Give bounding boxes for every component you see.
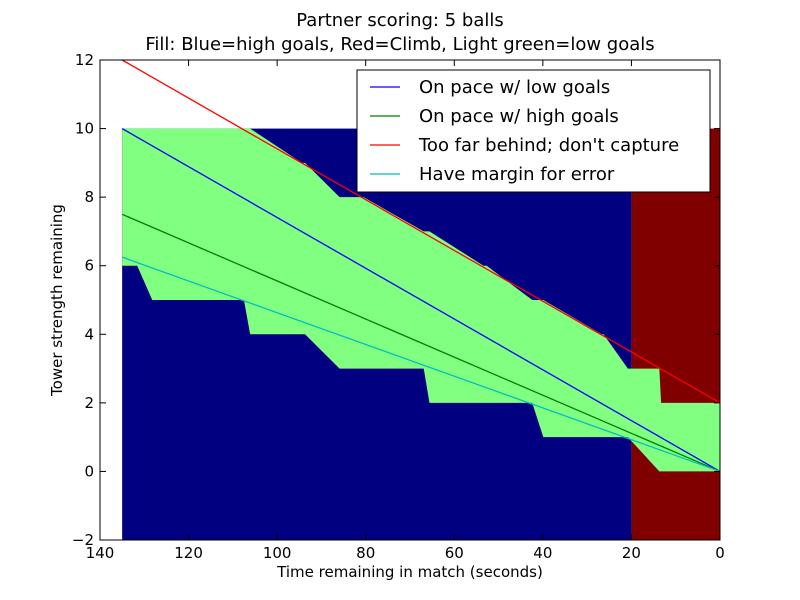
x-tick-label: 100 xyxy=(263,544,292,562)
y-tick-label: 0 xyxy=(84,462,94,480)
x-tick-label: 60 xyxy=(445,544,464,562)
legend: On pace w/ low goals On pace w/ high goal… xyxy=(356,69,711,193)
series-line-1 xyxy=(121,128,721,472)
legend-label-4: Have margin for error xyxy=(419,164,615,185)
x-tick-label: 40 xyxy=(533,544,552,562)
y-tick-label: 4 xyxy=(84,325,94,343)
y-tick-label: −2 xyxy=(72,531,94,549)
y-tick-label: 12 xyxy=(75,51,94,69)
x-tick-label: 120 xyxy=(174,544,203,562)
legend-label-2: On pace w/ high goals xyxy=(419,106,619,127)
fill-region-red xyxy=(631,128,720,541)
series-line-4 xyxy=(121,256,721,473)
chart-subtitle: Fill: Blue=high goals, Red=Climb, Light … xyxy=(145,34,655,55)
series-line-2 xyxy=(121,213,721,473)
y-axis-label: Tower strength remaining xyxy=(48,204,66,397)
ticks-layer: 140 120 100 80 60 40 20 0 −2 0 2 4 6 8 10 12 xyxy=(72,51,725,562)
x-tick-label: 20 xyxy=(622,544,641,562)
legend-box xyxy=(356,69,711,193)
y-tick-label: 6 xyxy=(84,257,94,275)
y-tick-label: 2 xyxy=(84,394,94,412)
x-tick-label: 0 xyxy=(715,544,725,562)
legend-label-1: On pace w/ low goals xyxy=(419,77,610,98)
series-line-3 xyxy=(121,59,721,404)
plot-frame xyxy=(99,59,721,541)
chart-title: Partner scoring: 5 balls xyxy=(296,10,504,31)
lines-layer xyxy=(121,59,721,473)
legend-label-3: Too far behind; don't capture xyxy=(418,135,679,156)
y-tick-label: 10 xyxy=(75,120,94,138)
x-axis-label: Time remaining in match (seconds) xyxy=(276,563,543,581)
y-tick-label: 8 xyxy=(84,188,94,206)
x-tick-label: 140 xyxy=(86,544,115,562)
x-tick-label: 80 xyxy=(356,544,375,562)
